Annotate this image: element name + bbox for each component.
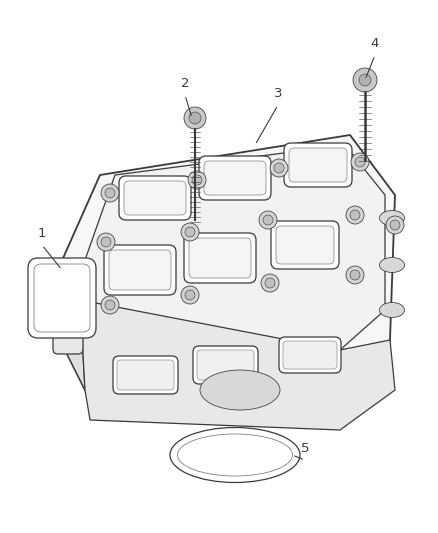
FancyBboxPatch shape bbox=[204, 161, 266, 195]
FancyBboxPatch shape bbox=[289, 148, 347, 182]
Ellipse shape bbox=[379, 257, 405, 272]
Circle shape bbox=[350, 270, 360, 280]
Polygon shape bbox=[80, 300, 395, 430]
Ellipse shape bbox=[379, 211, 405, 225]
FancyBboxPatch shape bbox=[189, 238, 251, 278]
Circle shape bbox=[355, 157, 365, 167]
Circle shape bbox=[101, 184, 119, 202]
FancyBboxPatch shape bbox=[119, 176, 191, 220]
Polygon shape bbox=[80, 145, 385, 350]
Circle shape bbox=[274, 163, 284, 173]
Text: 1: 1 bbox=[38, 227, 46, 240]
Circle shape bbox=[185, 227, 195, 237]
FancyBboxPatch shape bbox=[199, 156, 271, 200]
Ellipse shape bbox=[170, 427, 300, 482]
Circle shape bbox=[390, 220, 400, 230]
Circle shape bbox=[101, 237, 111, 247]
Circle shape bbox=[97, 233, 115, 251]
Circle shape bbox=[261, 274, 279, 292]
Circle shape bbox=[346, 206, 364, 224]
Circle shape bbox=[105, 300, 115, 310]
Circle shape bbox=[185, 290, 195, 300]
FancyBboxPatch shape bbox=[53, 259, 83, 297]
Circle shape bbox=[265, 278, 275, 288]
FancyBboxPatch shape bbox=[109, 250, 171, 290]
Circle shape bbox=[351, 153, 369, 171]
FancyBboxPatch shape bbox=[193, 346, 258, 384]
Circle shape bbox=[181, 223, 199, 241]
FancyBboxPatch shape bbox=[184, 233, 256, 283]
Circle shape bbox=[70, 270, 80, 280]
Circle shape bbox=[350, 210, 360, 220]
Circle shape bbox=[105, 188, 115, 198]
Circle shape bbox=[184, 107, 206, 129]
Polygon shape bbox=[60, 135, 395, 390]
Circle shape bbox=[346, 266, 364, 284]
Circle shape bbox=[101, 296, 119, 314]
Circle shape bbox=[270, 159, 288, 177]
Circle shape bbox=[181, 286, 199, 304]
Circle shape bbox=[259, 211, 277, 229]
Ellipse shape bbox=[379, 303, 405, 318]
Text: 3: 3 bbox=[274, 87, 282, 100]
Circle shape bbox=[386, 216, 404, 234]
FancyBboxPatch shape bbox=[276, 226, 334, 264]
FancyBboxPatch shape bbox=[124, 181, 186, 215]
Ellipse shape bbox=[200, 370, 280, 410]
Text: 5: 5 bbox=[301, 442, 309, 455]
Text: 2: 2 bbox=[181, 77, 189, 90]
FancyBboxPatch shape bbox=[104, 245, 176, 295]
Circle shape bbox=[189, 112, 201, 124]
Circle shape bbox=[66, 266, 84, 284]
Circle shape bbox=[192, 175, 202, 185]
FancyBboxPatch shape bbox=[117, 360, 174, 390]
FancyBboxPatch shape bbox=[113, 356, 178, 394]
FancyBboxPatch shape bbox=[284, 143, 352, 187]
FancyBboxPatch shape bbox=[279, 337, 341, 373]
Circle shape bbox=[353, 68, 377, 92]
FancyBboxPatch shape bbox=[283, 341, 337, 369]
FancyBboxPatch shape bbox=[197, 350, 254, 380]
Circle shape bbox=[188, 171, 206, 189]
FancyBboxPatch shape bbox=[28, 258, 96, 338]
FancyBboxPatch shape bbox=[53, 316, 83, 354]
FancyBboxPatch shape bbox=[271, 221, 339, 269]
Polygon shape bbox=[60, 260, 85, 390]
Text: 4: 4 bbox=[371, 37, 379, 50]
Circle shape bbox=[359, 74, 371, 86]
Circle shape bbox=[263, 215, 273, 225]
